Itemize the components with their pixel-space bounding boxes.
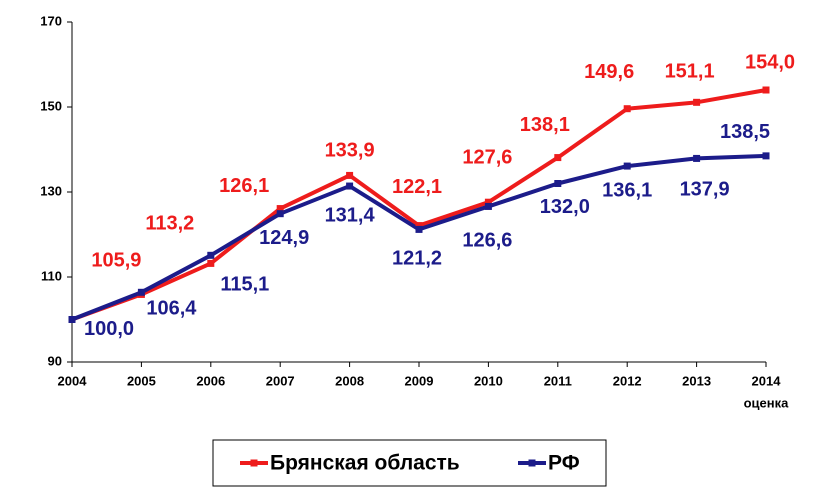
- point-marker: [276, 205, 284, 213]
- data-label: 136,1: [602, 179, 652, 201]
- data-label: 138,1: [520, 114, 570, 136]
- point-marker: [276, 210, 284, 218]
- y-tick-label: 130: [40, 183, 62, 198]
- data-label: 105,9: [91, 250, 141, 272]
- data-label: 151,1: [665, 61, 715, 83]
- series-line: [71, 88, 767, 322]
- data-label: 154,0: [745, 51, 795, 73]
- point-marker: [762, 152, 770, 160]
- point-marker: [693, 98, 701, 106]
- x-tick-label: 2006: [196, 373, 225, 388]
- point-marker: [484, 198, 492, 206]
- y-tick-label: 150: [40, 98, 62, 113]
- data-label: 132,0: [540, 196, 590, 218]
- data-label: 115,1: [220, 274, 269, 296]
- point-marker: [762, 86, 770, 94]
- y-tick-label: 170: [40, 13, 62, 28]
- point-marker: [207, 251, 215, 259]
- legend-label: РФ: [548, 452, 580, 475]
- point-marker: [554, 154, 562, 162]
- x-tick-label: 2009: [405, 373, 434, 388]
- x-tick-label: 2011: [544, 373, 572, 388]
- legend-label: Брянская область: [270, 452, 460, 475]
- data-label: 126,6: [462, 230, 512, 252]
- point-marker: [484, 202, 492, 210]
- x-tick-label: 2004: [58, 373, 88, 388]
- data-label: 149,6: [584, 61, 634, 83]
- x-tick-label: 2005: [127, 373, 156, 388]
- x-tick-label: 2013: [682, 373, 711, 388]
- y-tick-label: 90: [48, 353, 62, 368]
- point-marker: [415, 225, 423, 233]
- point-marker: [68, 316, 76, 323]
- x-tick-label: 2010: [474, 373, 503, 388]
- data-label: 127,6: [462, 146, 512, 168]
- y-tick-label: 110: [41, 268, 62, 283]
- point-marker: [346, 182, 354, 190]
- data-label: 131,4: [325, 204, 376, 226]
- x-tick-label: 2008: [335, 373, 364, 388]
- data-label: 137,9: [680, 179, 730, 201]
- annotation: оценка: [744, 395, 790, 410]
- data-label: 113,2: [145, 213, 194, 235]
- legend-marker: [250, 459, 258, 467]
- data-label: 138,5: [720, 121, 770, 143]
- data-label: 106,4: [146, 298, 197, 320]
- legend-marker: [528, 459, 536, 467]
- point-marker: [207, 259, 215, 267]
- data-label: 124,9: [259, 227, 309, 249]
- x-tick-label: 2014: [752, 373, 782, 388]
- data-label: 100,0: [84, 318, 134, 340]
- data-label: 121,2: [392, 248, 442, 270]
- point-marker: [346, 171, 354, 179]
- point-marker: [623, 105, 631, 113]
- point-marker: [623, 162, 631, 170]
- point-marker: [554, 180, 562, 187]
- point-marker: [137, 288, 145, 296]
- data-label: 126,1: [219, 175, 269, 197]
- point-marker: [415, 222, 423, 230]
- x-tick-label: 2007: [266, 373, 295, 388]
- x-tick-label: 2012: [613, 373, 642, 388]
- point-marker: [693, 154, 701, 162]
- data-label: 122,1: [392, 176, 442, 198]
- data-label: 133,9: [325, 140, 375, 162]
